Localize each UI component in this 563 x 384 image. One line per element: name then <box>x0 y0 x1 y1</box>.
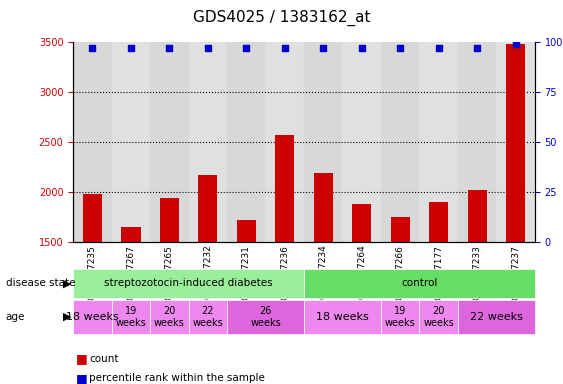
Point <box>434 45 443 51</box>
Bar <box>342 42 381 242</box>
Bar <box>111 42 150 242</box>
Text: 26
weeks: 26 weeks <box>250 306 281 328</box>
Text: disease state: disease state <box>6 278 75 288</box>
Bar <box>150 42 189 242</box>
Bar <box>352 204 372 384</box>
Point <box>126 45 135 51</box>
Text: GDS4025 / 1383162_at: GDS4025 / 1383162_at <box>193 10 370 26</box>
Text: 19
weeks: 19 weeks <box>385 306 415 328</box>
Point <box>319 45 328 51</box>
Point <box>242 45 251 51</box>
Bar <box>121 227 141 384</box>
Text: count: count <box>89 354 118 364</box>
Text: age: age <box>6 312 25 322</box>
Point <box>88 45 97 51</box>
Bar <box>83 194 102 384</box>
Text: 19
weeks: 19 weeks <box>115 306 146 328</box>
Bar <box>236 220 256 384</box>
Bar <box>73 42 111 242</box>
Bar <box>198 174 217 384</box>
Text: 22
weeks: 22 weeks <box>193 306 223 328</box>
Text: ■: ■ <box>76 372 88 384</box>
Bar <box>189 42 227 242</box>
Point <box>165 45 174 51</box>
Point <box>357 45 366 51</box>
Bar <box>506 44 525 384</box>
Text: control: control <box>401 278 437 288</box>
Bar <box>419 42 458 242</box>
Text: 22 weeks: 22 weeks <box>470 312 523 322</box>
Bar <box>275 135 294 384</box>
Bar <box>304 42 342 242</box>
Bar <box>391 217 410 384</box>
Bar <box>160 198 179 384</box>
Text: streptozotocin-induced diabetes: streptozotocin-induced diabetes <box>104 278 273 288</box>
Text: 20
weeks: 20 weeks <box>423 306 454 328</box>
Bar <box>429 202 448 384</box>
Text: 18 weeks: 18 weeks <box>316 312 369 322</box>
Bar <box>227 42 266 242</box>
Bar <box>314 172 333 384</box>
Point <box>511 41 520 47</box>
Point <box>280 45 289 51</box>
Point <box>203 45 212 51</box>
Text: percentile rank within the sample: percentile rank within the sample <box>89 373 265 383</box>
Text: ▶: ▶ <box>63 278 72 288</box>
Point <box>396 45 405 51</box>
Bar <box>381 42 419 242</box>
Point <box>473 45 482 51</box>
Bar <box>467 190 487 384</box>
Bar <box>458 42 497 242</box>
Text: ■: ■ <box>76 353 88 366</box>
Bar <box>266 42 304 242</box>
Text: ▶: ▶ <box>63 312 72 322</box>
Text: 18 weeks: 18 weeks <box>66 312 119 322</box>
Text: 20
weeks: 20 weeks <box>154 306 185 328</box>
Bar <box>497 42 535 242</box>
